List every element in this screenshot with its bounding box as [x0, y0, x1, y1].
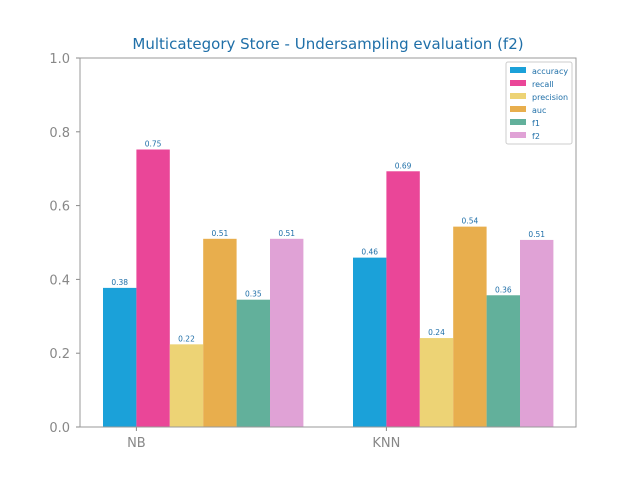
legend-label-auc: auc — [532, 106, 546, 115]
bar-knn-auc — [453, 226, 487, 427]
bar-nb-recall — [136, 149, 170, 427]
data-label-knn-accuracy: 0.46 — [361, 248, 378, 257]
y-tick-label: 0.4 — [49, 273, 70, 288]
legend-swatch-f1 — [510, 119, 526, 125]
bar-nb-precision — [169, 344, 204, 427]
legend-label-f1: f1 — [532, 119, 540, 128]
y-tick-label: 0.6 — [49, 200, 70, 215]
x-tick-label-nb: NB — [127, 436, 146, 451]
data-labels-group: 0.38 0.75 0.22 0.51 0.35 0.51 0.46 0.69 0.24 0.54… — [111, 140, 545, 344]
legend-label-f2: f2 — [532, 132, 540, 141]
chart-title: Multicategory Store - Undersampling eval… — [132, 35, 523, 53]
plot-frame — [79, 57, 577, 428]
bars-group — [103, 149, 554, 427]
data-label-knn-f1: 0.36 — [495, 285, 512, 294]
x-axis: NB KNN — [127, 427, 400, 451]
bar-knn-precision — [419, 338, 454, 427]
data-label-nb-accuracy: 0.38 — [111, 278, 128, 287]
y-tick-label: 1.0 — [49, 52, 70, 67]
legend-swatch-f2 — [510, 132, 526, 138]
bar-nb-f2 — [270, 238, 304, 427]
legend-label-precision: precision — [532, 93, 568, 102]
bar-nb-f1 — [236, 299, 270, 427]
data-label-knn-f2: 0.51 — [528, 230, 545, 239]
legend-swatch-accuracy — [510, 67, 526, 73]
y-tick-label: 0.8 — [49, 126, 70, 141]
data-label-nb-f2: 0.51 — [278, 229, 295, 238]
x-tick-label-knn: KNN — [372, 436, 400, 451]
data-label-nb-precision: 0.22 — [178, 334, 195, 343]
y-axis: 0.0 0.2 0.4 0.6 0.8 1.0 — [49, 52, 80, 436]
legend-label-recall: recall — [532, 80, 554, 89]
bar-knn-recall — [386, 171, 420, 427]
legend-swatch-auc — [510, 106, 526, 112]
data-label-knn-auc: 0.54 — [462, 217, 479, 226]
bar-nb-auc — [203, 238, 237, 427]
legend-swatch-recall — [510, 80, 526, 86]
data-label-nb-recall: 0.75 — [145, 140, 162, 149]
bar-nb-accuracy — [103, 287, 137, 427]
legend-swatch-precision — [510, 93, 526, 99]
y-tick-label: 0.0 — [49, 421, 70, 436]
data-label-nb-f1: 0.35 — [245, 290, 262, 299]
bar-knn-f1 — [486, 295, 520, 427]
legend: accuracy recall precision auc f1 f2 — [505, 61, 573, 145]
data-label-knn-precision: 0.24 — [428, 328, 445, 337]
data-label-knn-recall: 0.69 — [395, 161, 412, 170]
y-tick-label: 0.2 — [49, 347, 70, 362]
data-label-nb-auc: 0.51 — [212, 229, 229, 238]
bar-knn-accuracy — [353, 257, 387, 427]
legend-label-accuracy: accuracy — [532, 67, 568, 76]
bar-knn-f2 — [520, 239, 554, 427]
